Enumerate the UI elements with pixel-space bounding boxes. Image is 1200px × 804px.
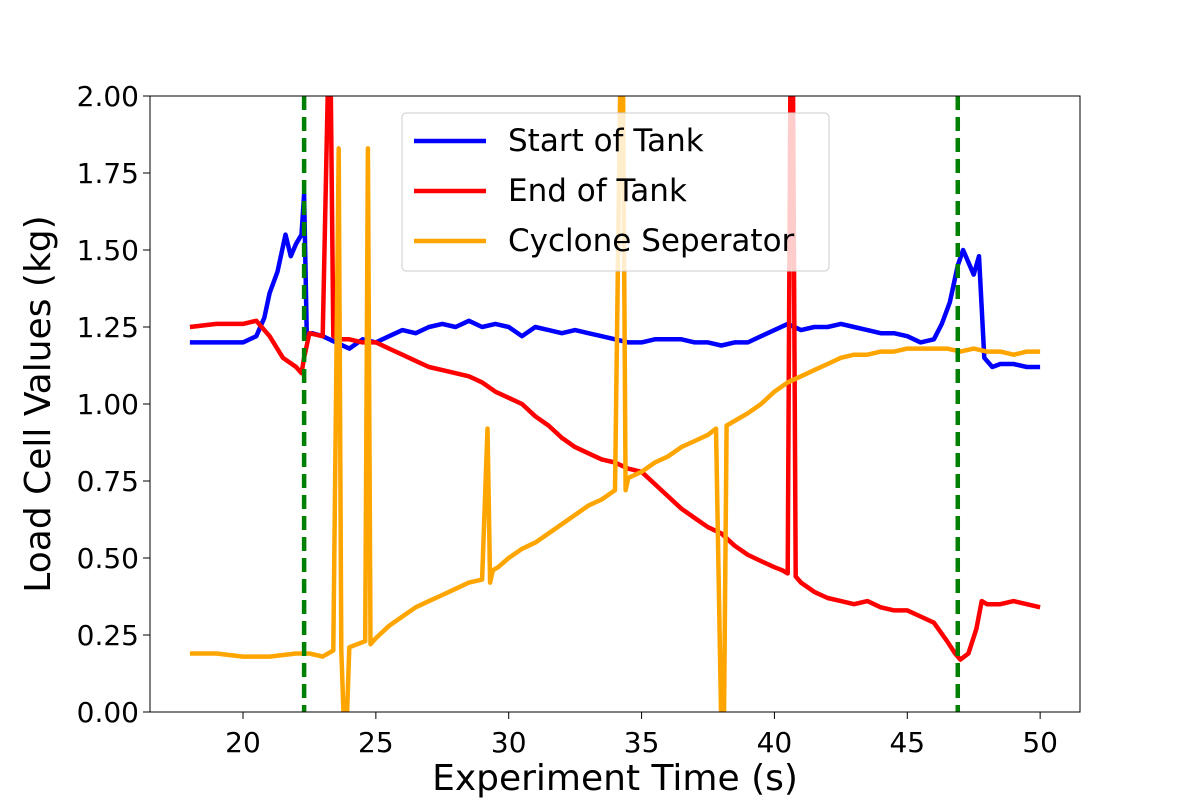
x-tick-label: 20 — [225, 726, 261, 759]
x-tick-label: 45 — [889, 726, 925, 759]
y-tick-label: 2.00 — [77, 80, 139, 113]
y-tick-label: 0.50 — [77, 542, 139, 575]
y-axis-label: Load Cell Values (kg) — [18, 215, 59, 592]
series-line-cyclone-seperator — [189, 96, 1041, 712]
y-tick-label: 1.00 — [77, 388, 139, 421]
series-layer — [189, 96, 1041, 712]
x-tick-label: 30 — [491, 726, 527, 759]
legend: Start of Tank End of Tank Cyclone Seperato… — [401, 112, 830, 272]
y-tick-label: 0.00 — [77, 696, 139, 729]
x-tick-label: 25 — [358, 726, 394, 759]
vertical-marker-layer — [301, 96, 961, 712]
x-axis-ticks: 20 25 30 35 40 45 50 — [225, 712, 1058, 759]
legend-label-end-of-tank: End of Tank — [508, 173, 687, 209]
y-axis-ticks: 0.00 0.25 0.50 0.75 1.00 1.25 1.50 1.75 2.00 — [77, 80, 150, 729]
y-tick-label: 0.75 — [77, 465, 139, 498]
y-tick-label: 1.25 — [77, 311, 139, 344]
legend-label-start-of-tank: Start of Tank — [508, 123, 704, 159]
legend-label-cyclone-seperator: Cyclone Seperator — [508, 223, 795, 259]
y-tick-label: 1.50 — [77, 234, 139, 267]
legend-frame — [401, 112, 830, 272]
x-tick-label: 50 — [1022, 726, 1058, 759]
x-tick-label: 40 — [757, 726, 793, 759]
y-tick-label: 1.75 — [77, 157, 139, 190]
x-tick-label: 35 — [624, 726, 660, 759]
x-axis-label: Experiment Time (s) — [432, 758, 798, 799]
y-tick-label: 0.25 — [77, 619, 139, 652]
